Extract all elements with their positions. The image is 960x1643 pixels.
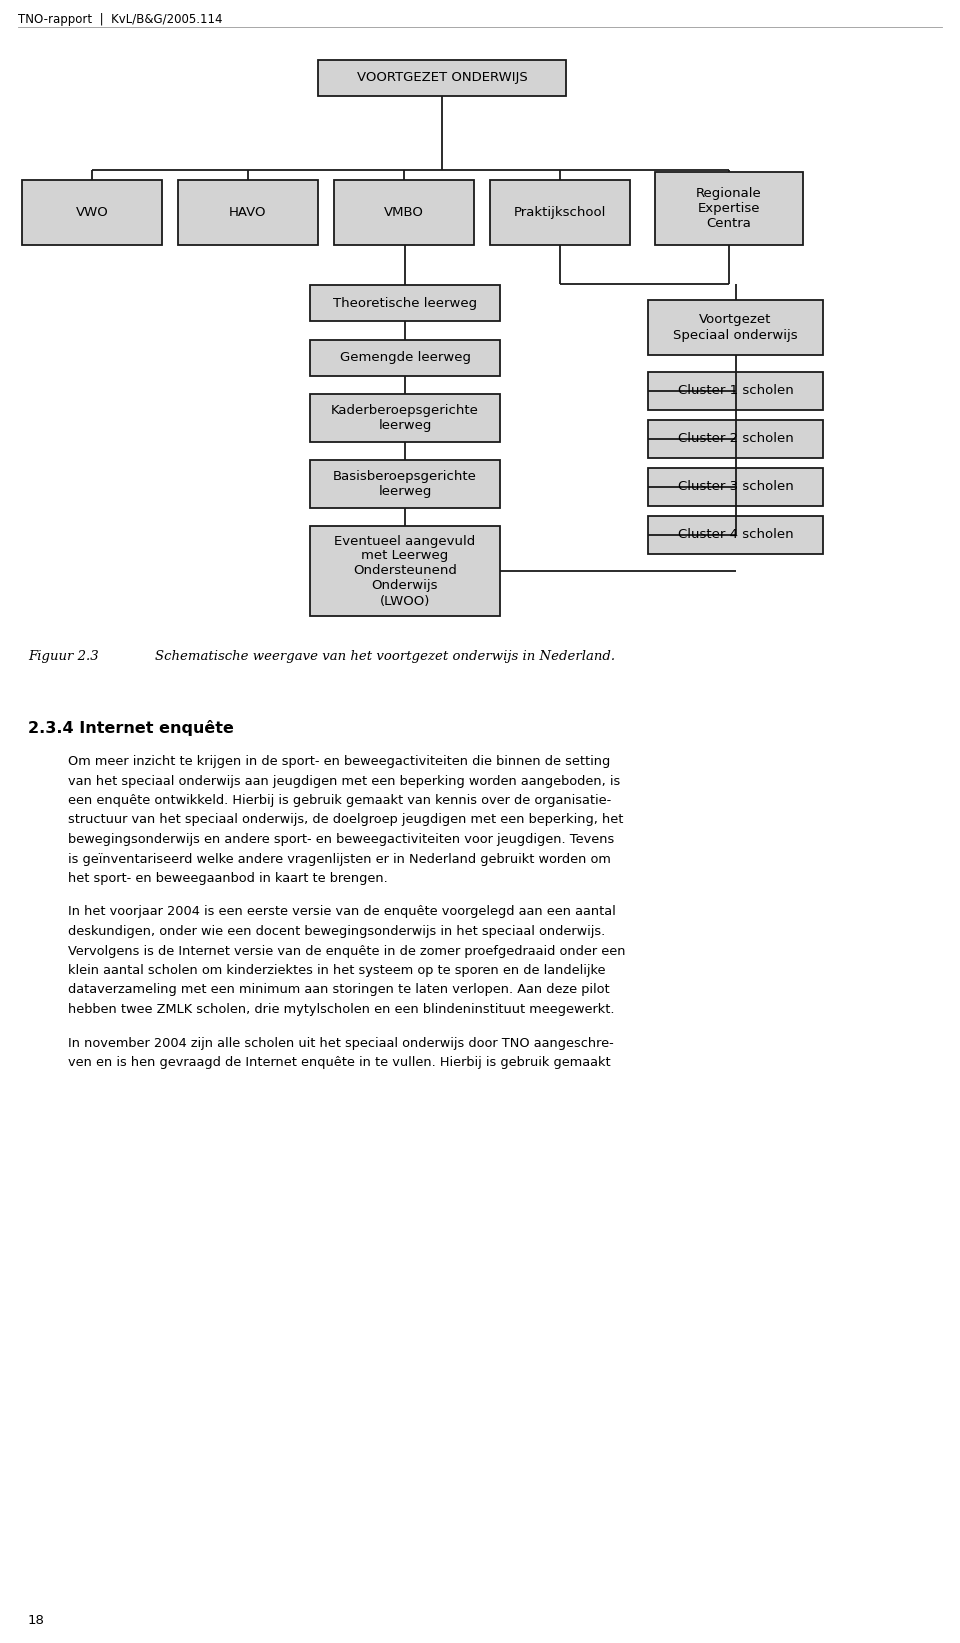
- Text: het sport- en beweegaanbod in kaart te brengen.: het sport- en beweegaanbod in kaart te b…: [68, 872, 388, 886]
- Text: Om meer inzicht te krijgen in de sport- en beweegactiviteiten die binnen de sett: Om meer inzicht te krijgen in de sport- …: [68, 756, 611, 767]
- Text: deskundigen, onder wie een docent bewegingsonderwijs in het speciaal onderwijs.: deskundigen, onder wie een docent bewegi…: [68, 925, 605, 938]
- Bar: [310, 526, 500, 616]
- Text: is geïnventariseerd welke andere vragenlijsten er in Nederland gebruikt worden o: is geïnventariseerd welke andere vragenl…: [68, 853, 611, 866]
- Text: Eventueel aangevuld
met Leerweg
Ondersteunend
Onderwijs
(LWOO): Eventueel aangevuld met Leerweg Onderste…: [334, 534, 475, 608]
- Text: Voortgezet
Speciaal onderwijs: Voortgezet Speciaal onderwijs: [673, 314, 798, 342]
- Text: klein aantal scholen om kinderziektes in het systeem op te sporen en de landelij: klein aantal scholen om kinderziektes in…: [68, 964, 606, 978]
- Bar: [648, 421, 823, 458]
- Bar: [334, 181, 474, 245]
- Bar: [178, 181, 318, 245]
- Text: ven en is hen gevraagd de Internet enquête in te vullen. Hierbij is gebruik gema: ven en is hen gevraagd de Internet enquê…: [68, 1056, 611, 1070]
- Bar: [310, 340, 500, 376]
- Bar: [648, 468, 823, 506]
- Text: HAVO: HAVO: [229, 205, 267, 219]
- Text: Cluster 1 scholen: Cluster 1 scholen: [678, 384, 793, 398]
- Text: VMBO: VMBO: [384, 205, 424, 219]
- Text: VOORTGEZET ONDERWIJS: VOORTGEZET ONDERWIJS: [356, 72, 527, 84]
- Bar: [310, 460, 500, 508]
- Bar: [310, 394, 500, 442]
- Text: Schematische weergave van het voortgezet onderwijs in Nederland.: Schematische weergave van het voortgezet…: [155, 651, 615, 664]
- Text: dataverzameling met een minimum aan storingen te laten verlopen. Aan deze pilot: dataverzameling met een minimum aan stor…: [68, 984, 610, 997]
- Text: In november 2004 zijn alle scholen uit het speciaal onderwijs door TNO aangeschr: In november 2004 zijn alle scholen uit h…: [68, 1037, 613, 1050]
- Bar: [310, 284, 500, 320]
- Text: Cluster 2 scholen: Cluster 2 scholen: [678, 432, 793, 445]
- Text: Praktijkschool: Praktijkschool: [514, 205, 606, 219]
- Text: Kaderberoepsgerichte
leerweg: Kaderberoepsgerichte leerweg: [331, 404, 479, 432]
- Text: VWO: VWO: [76, 205, 108, 219]
- Text: bewegingsonderwijs en andere sport- en beweegactiviteiten voor jeugdigen. Tevens: bewegingsonderwijs en andere sport- en b…: [68, 833, 614, 846]
- Text: TNO-rapport  |  KvL/B&G/2005.114: TNO-rapport | KvL/B&G/2005.114: [18, 13, 223, 26]
- Text: Cluster 3 scholen: Cluster 3 scholen: [678, 480, 793, 493]
- Text: 18: 18: [28, 1613, 45, 1627]
- Bar: [490, 181, 630, 245]
- Bar: [648, 301, 823, 355]
- Text: structuur van het speciaal onderwijs, de doelgroep jeugdigen met een beperking, : structuur van het speciaal onderwijs, de…: [68, 813, 623, 826]
- Text: hebben twee ZMLK scholen, drie mytylscholen en een blindeninstituut meegewerkt.: hebben twee ZMLK scholen, drie mytylscho…: [68, 1002, 614, 1015]
- Text: een enquête ontwikkeld. Hierbij is gebruik gemaakt van kennis over de organisati: een enquête ontwikkeld. Hierbij is gebru…: [68, 794, 612, 807]
- Bar: [648, 516, 823, 554]
- Text: Basisberoepsgerichte
leerweg: Basisberoepsgerichte leerweg: [333, 470, 477, 498]
- Text: In het voorjaar 2004 is een eerste versie van de enquête voorgelegd aan een aant: In het voorjaar 2004 is een eerste versi…: [68, 905, 615, 918]
- Bar: [655, 173, 803, 245]
- Text: Vervolgens is de Internet versie van de enquête in de zomer proefgedraaid onder : Vervolgens is de Internet versie van de …: [68, 945, 626, 958]
- Text: Gemengde leerweg: Gemengde leerweg: [340, 352, 470, 365]
- Text: Figuur 2.3: Figuur 2.3: [28, 651, 99, 664]
- Text: Cluster 4 scholen: Cluster 4 scholen: [678, 529, 793, 542]
- Text: Regionale
Expertise
Centra: Regionale Expertise Centra: [696, 187, 762, 230]
- Bar: [22, 181, 162, 245]
- Text: 2.3.4 Internet enquête: 2.3.4 Internet enquête: [28, 720, 234, 736]
- Bar: [318, 61, 566, 95]
- Text: Theoretische leerweg: Theoretische leerweg: [333, 296, 477, 309]
- Bar: [648, 371, 823, 411]
- Text: van het speciaal onderwijs aan jeugdigen met een beperking worden aangeboden, is: van het speciaal onderwijs aan jeugdigen…: [68, 774, 620, 787]
